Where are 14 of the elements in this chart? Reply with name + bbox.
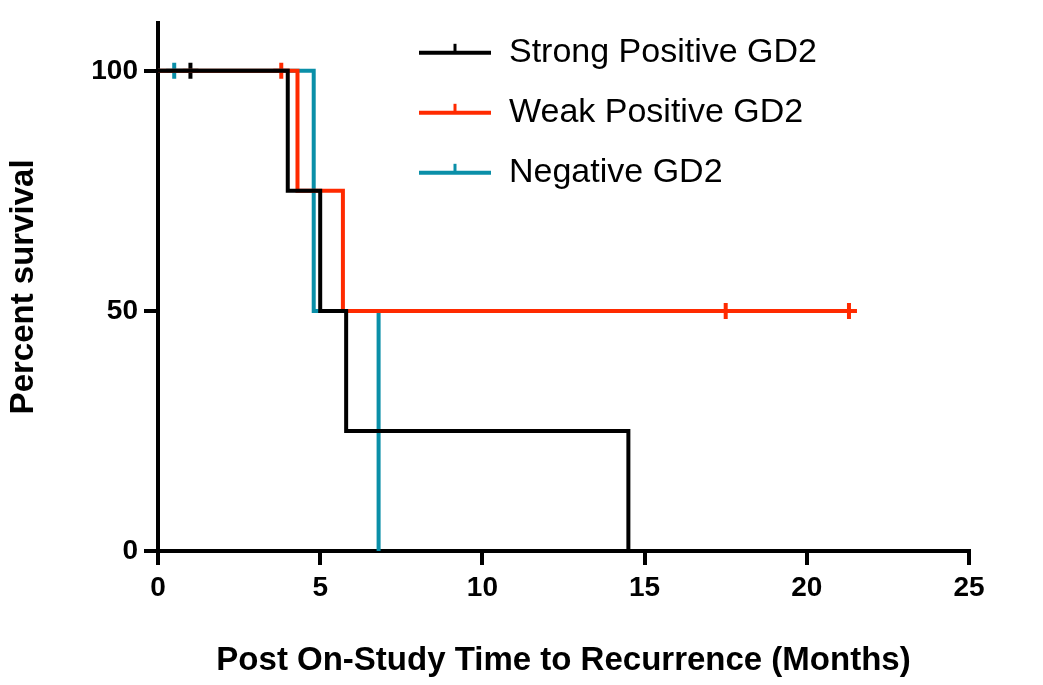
y-tick-label: 100 (91, 53, 138, 85)
x-tick-label: 20 (791, 570, 823, 602)
y-tick-label: 0 (122, 533, 138, 565)
x-tick-label: 25 (953, 570, 985, 602)
x-tick-label: 15 (629, 570, 661, 602)
x-tick-label: 10 (466, 570, 498, 602)
x-axis-title: Post On-Study Time to Recurrence (Months) (216, 640, 911, 678)
legend-label: Negative GD2 (509, 151, 723, 190)
legend-label: Strong Positive GD2 (509, 31, 818, 70)
y-axis-title: Percent survival (2, 159, 40, 415)
x-tick-label: 5 (312, 570, 328, 602)
legend-label: Weak Positive GD2 (509, 91, 804, 130)
y-tick-label: 50 (106, 293, 138, 325)
x-tick-label: 0 (150, 570, 166, 602)
